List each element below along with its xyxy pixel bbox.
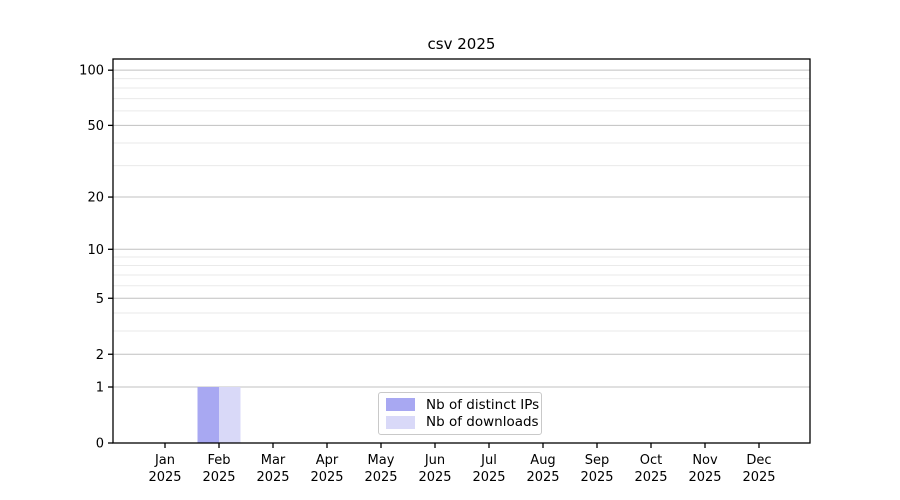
x-tick-label-year: 2025 — [472, 470, 505, 485]
x-tick-label-month: Nov — [692, 453, 718, 468]
x-tick-label-year: 2025 — [526, 470, 559, 485]
legend-label-distinct-ips: Nb of distinct IPs — [426, 396, 540, 413]
bar-feb-2025-series1 — [219, 387, 241, 443]
x-tick-label-year: 2025 — [418, 470, 451, 485]
y-tick-label: 0 — [96, 437, 104, 452]
x-tick-label-month: May — [368, 453, 395, 468]
x-tick-label-month: Sep — [585, 453, 610, 468]
x-tick-label-year: 2025 — [742, 470, 775, 485]
x-tick-label-year: 2025 — [256, 470, 289, 485]
x-tick-label-month: Feb — [207, 453, 230, 468]
y-tick-label: 20 — [87, 191, 104, 206]
y-tick-label: 10 — [87, 243, 104, 258]
x-tick-label-year: 2025 — [364, 470, 397, 485]
x-tick-label-year: 2025 — [310, 470, 343, 485]
y-tick-label: 5 — [96, 292, 104, 307]
legend-item-downloads: Nb of downloads — [386, 414, 539, 430]
x-tick-label-month: Oct — [640, 453, 662, 468]
x-tick-label-month: Apr — [316, 453, 339, 468]
x-tick-label-year: 2025 — [688, 470, 721, 485]
x-tick-label-year: 2025 — [148, 470, 181, 485]
bar-feb-2025-series0 — [197, 387, 219, 443]
chart-title: csv 2025 — [427, 35, 496, 53]
x-tick-label-month: Dec — [746, 453, 771, 468]
legend-label-downloads: Nb of downloads — [426, 414, 539, 431]
y-tick-label: 100 — [79, 64, 104, 79]
y-tick-label: 50 — [87, 119, 104, 134]
x-tick-label-month: Aug — [530, 453, 555, 468]
x-tick-label-year: 2025 — [634, 470, 667, 485]
legend: Nb of distinct IPs Nb of downloads — [378, 392, 542, 435]
x-tick-label-month: Jun — [424, 453, 445, 468]
x-tick-label-year: 2025 — [580, 470, 613, 485]
legend-item-distinct-ips: Nb of distinct IPs — [386, 397, 539, 413]
x-tick-label-month: Jan — [154, 453, 175, 468]
x-tick-label-year: 2025 — [202, 470, 235, 485]
axes-spines — [112, 58, 811, 444]
y-tick-label: 2 — [96, 348, 104, 363]
x-tick-label-month: Mar — [261, 453, 286, 468]
x-tick-label-month: Jul — [480, 453, 497, 468]
y-tick-label: 1 — [96, 381, 104, 396]
legend-swatch-distinct-ips — [386, 398, 415, 412]
legend-swatch-downloads — [386, 415, 415, 429]
